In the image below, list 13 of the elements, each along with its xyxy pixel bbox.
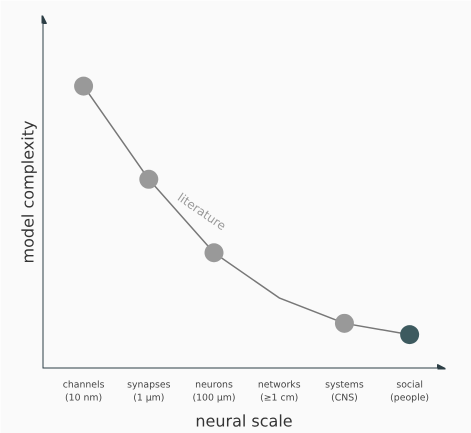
y-axis-title: model complexity [18,120,38,264]
x-tick-label: networks (≥1 cm) [258,380,301,404]
point [204,243,224,262]
x-tick-label: social (people) [390,380,430,404]
x-tick-label: synapses (1 μm) [127,380,171,404]
point [74,76,94,96]
x-axis-title: neural scale [195,412,293,431]
point [139,170,158,189]
point [334,314,354,333]
point [400,325,420,344]
x-tick-label: systems (CNS) [325,380,364,404]
x-tick-label: neurons (100 μm) [192,380,236,404]
x-tick-label: channels (10 nm) [62,380,105,404]
